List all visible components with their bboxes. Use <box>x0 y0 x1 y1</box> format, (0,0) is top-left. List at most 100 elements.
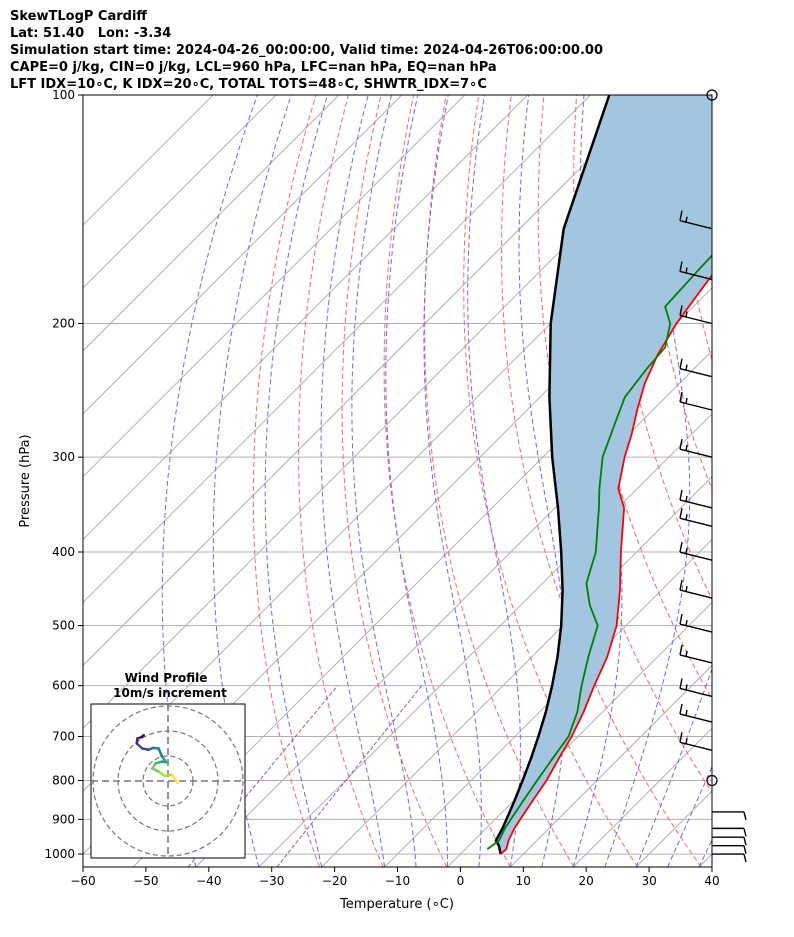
x-tick-label: −30 <box>259 874 284 888</box>
cape-shading <box>495 95 712 855</box>
dry-adiabat <box>298 95 384 867</box>
params-line: CAPE=0 j/kg, CIN=0 j/kg, LCL=960 hPa, LF… <box>10 60 497 75</box>
x-tick-label: 10 <box>516 874 531 888</box>
dry-adiabat <box>739 95 794 867</box>
y-tick-label: 600 <box>52 679 75 693</box>
dry-adiabat <box>383 95 511 867</box>
barb-flag <box>685 311 688 318</box>
moist-adiabat <box>385 95 448 867</box>
y-axis-label: Pressure (hPa) <box>18 434 33 527</box>
indices-line: LFT IDX=10∘C, K IDX=20∘C, TOTAL TOTS=48∘… <box>10 77 487 92</box>
moist-adiabat <box>351 95 417 867</box>
y-tick-label: 1000 <box>44 847 75 861</box>
dry-adiabat <box>772 95 794 867</box>
barb-flag <box>679 579 683 591</box>
moist-adiabat <box>635 667 712 867</box>
temperature-line <box>500 273 712 855</box>
barb-flag <box>679 542 683 553</box>
barb-flag <box>679 261 683 272</box>
y-tick-label: 500 <box>52 619 75 633</box>
dry-adiabat <box>641 95 712 491</box>
barb-flag <box>685 397 688 404</box>
isotherm-20 <box>572 727 712 867</box>
curves <box>486 95 712 855</box>
hodograph-segment <box>160 754 168 764</box>
barb-shaft <box>679 551 713 561</box>
moist-adiabat <box>320 95 386 867</box>
moist-adiabat <box>667 765 712 867</box>
barb-flag <box>743 853 747 863</box>
barb-shaft <box>679 314 713 325</box>
barb-flag <box>679 613 683 625</box>
moist-adiabat <box>604 95 691 867</box>
barb-flag <box>743 828 747 837</box>
dry-adiabat <box>424 95 575 867</box>
mixing-ratio-line <box>276 685 423 867</box>
wind-barb <box>679 210 713 230</box>
isotherm--50 <box>132 287 712 867</box>
moist-adiabat <box>161 95 258 867</box>
moist-adiabat <box>467 95 521 867</box>
wind-barb <box>679 732 713 752</box>
dry-adiabat <box>252 95 321 867</box>
axis-labels: Temperature (∘C) Pressure (hPa) <box>18 434 454 912</box>
barb-flag <box>679 305 683 316</box>
hodograph-segment <box>135 742 144 750</box>
hodograph-segment <box>139 734 145 739</box>
parcel-line <box>494 95 611 855</box>
moist-adiabat <box>423 95 482 867</box>
barb-flag <box>679 678 683 689</box>
isotherm--90 <box>83 95 654 667</box>
isotherm-40 <box>698 853 712 867</box>
isotherm-0 <box>447 601 712 867</box>
y-tick-label: 400 <box>52 545 75 559</box>
dewpoint-line <box>486 254 712 850</box>
moist-adiabat <box>212 95 292 867</box>
wind-barb <box>679 439 713 458</box>
x-tick-label: 20 <box>579 874 594 888</box>
axes: −60 −50 −40 −30 −20 −10 0 10 20 30 40 100 200 300 400 5… <box>44 88 719 888</box>
y-tick-label: 100 <box>52 88 75 102</box>
barb-shaft <box>679 401 713 411</box>
barb-flag <box>679 489 683 501</box>
barb-flag <box>685 495 688 502</box>
barb-flag <box>685 650 688 657</box>
hodograph-segment <box>157 770 167 778</box>
wind-barb <box>712 827 747 837</box>
hodograph-segment <box>157 747 163 758</box>
wind-barb <box>679 489 713 509</box>
moist-adiabat <box>731 95 794 867</box>
x-tick-label: 0 <box>457 874 465 888</box>
barb-flag <box>685 585 688 592</box>
x-tick-label: −50 <box>133 874 158 888</box>
isotherm--100 <box>83 95 591 604</box>
inset-subtitle: 10m/s increment <box>113 686 227 700</box>
x-tick-label: 30 <box>641 874 656 888</box>
barb-flag <box>685 709 688 716</box>
barb-flag <box>679 732 683 743</box>
dry-adiabat <box>341 95 448 867</box>
y-tick-label: 200 <box>52 317 75 331</box>
barb-flag <box>743 845 747 854</box>
barb-flag <box>685 548 688 554</box>
barb-flag <box>685 514 688 520</box>
barb-flag <box>679 210 683 221</box>
shaded-region <box>495 95 712 855</box>
x-tick-label: −10 <box>385 874 410 888</box>
moist-adiabat <box>698 838 712 867</box>
barb-shaft <box>679 741 713 752</box>
isotherm-10 <box>510 664 712 867</box>
isotherm--150 <box>83 95 277 289</box>
location-line: Lat: 51.40 Lon: -3.34 <box>10 26 172 41</box>
wind-barb <box>679 613 713 633</box>
y-tick-label: 900 <box>52 812 75 826</box>
barb-flag <box>685 619 688 626</box>
isotherm--140 <box>83 95 340 352</box>
dry-adiabat <box>537 95 712 794</box>
dry-adiabat <box>607 95 712 601</box>
barb-shaft <box>679 713 713 723</box>
y-tick-label: 800 <box>52 774 75 788</box>
wind-barb <box>679 305 713 325</box>
isotherm--130 <box>83 95 403 415</box>
